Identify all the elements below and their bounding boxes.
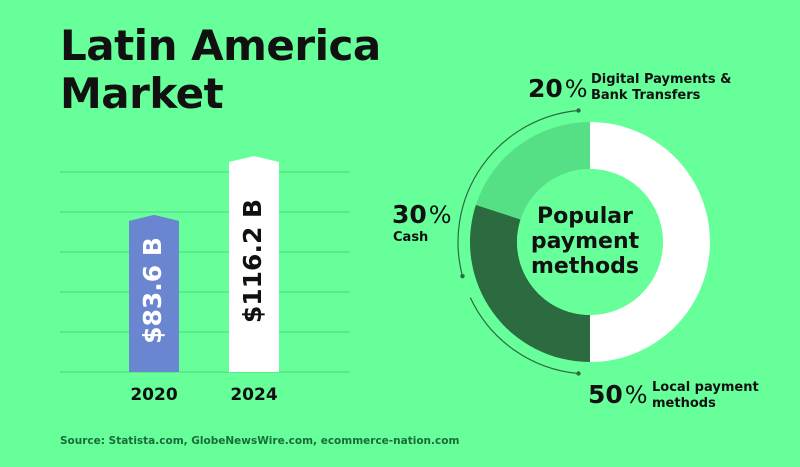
donut-hole: [517, 169, 663, 315]
pct-local: 50 %: [588, 380, 648, 409]
bar-value-label: $83.6 B: [138, 237, 167, 344]
donut-slice: [590, 122, 710, 362]
x-tick-label: 2024: [230, 385, 277, 405]
callout-arc: [457, 109, 579, 277]
page-title: Latin America Market: [60, 21, 381, 118]
pct-digital-symbol: %: [564, 75, 588, 103]
x-tick-label: 2020: [130, 385, 177, 405]
source-note: Source: Statista.com, GlobeNewsWire.com,…: [60, 435, 460, 447]
bar-2020: [129, 214, 179, 372]
arrow-cash: [460, 273, 465, 279]
pct-cash-number: 30: [392, 200, 427, 229]
label-cash: Cash: [393, 230, 429, 245]
donut-slice: [475, 122, 590, 220]
donut-center-label: Popular payment methods: [530, 204, 640, 279]
bar-value-label: $116.2 B: [238, 199, 267, 323]
donut-slice: [469, 204, 590, 362]
callout-arc: [469, 297, 579, 375]
pct-cash-symbol: %: [428, 201, 452, 229]
label-local: Local payment methods: [652, 380, 759, 411]
pct-digital-number: 20: [528, 74, 563, 103]
bar-2024: [229, 156, 279, 372]
pct-digital: 20 %: [528, 74, 588, 103]
pct-local-symbol: %: [624, 381, 648, 409]
arrow-local: [576, 371, 581, 376]
pct-cash: 30 %: [392, 200, 452, 229]
pct-local-number: 50: [588, 380, 623, 409]
arrow-digital: [576, 108, 581, 113]
label-digital: Digital Payments & Bank Transfers: [591, 72, 732, 103]
